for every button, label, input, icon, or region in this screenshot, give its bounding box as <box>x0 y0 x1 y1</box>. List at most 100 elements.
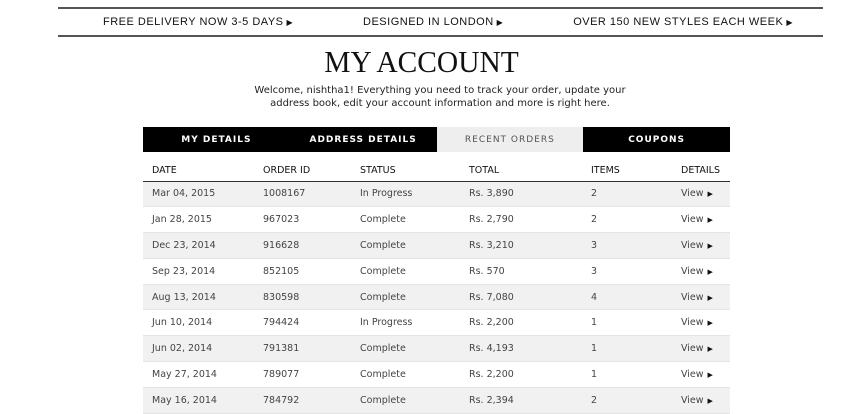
total-cell: Rs. 2,790 <box>460 206 582 234</box>
details-cell: View ▶ <box>672 181 730 208</box>
view-order-link[interactable]: View ▶ <box>681 188 713 199</box>
view-order-link[interactable]: View ▶ <box>681 317 713 328</box>
items-cell: 2 <box>582 181 672 208</box>
status-cell: Complete <box>351 284 460 311</box>
caret-right-icon: ▶ <box>707 370 713 379</box>
view-order-link[interactable]: View ▶ <box>681 395 713 406</box>
promo-bar: FREE DELIVERY NOW 3-5 DAYS ▶ DESIGNED IN … <box>58 7 823 37</box>
date-cell: Jun 10, 2014 <box>143 309 254 337</box>
status-cell: Complete <box>351 258 460 285</box>
tab-address-details[interactable]: ADDRESS DETAILS <box>289 127 437 152</box>
order-id-cell: 1008167 <box>254 181 351 208</box>
caret-right-icon: ▶ <box>707 216 713 225</box>
details-cell: View ▶ <box>672 284 730 311</box>
details-cell: View ▶ <box>672 258 730 285</box>
status-cell: Complete <box>351 387 460 414</box>
total-cell: Rs. 3,210 <box>460 232 582 259</box>
promo-text: DESIGNED IN LONDON <box>363 16 494 28</box>
column-header: TOTAL <box>460 160 582 182</box>
view-order-link[interactable]: View ▶ <box>681 292 713 303</box>
items-cell: 3 <box>582 258 672 285</box>
order-id-cell: 967023 <box>254 206 351 234</box>
view-order-link[interactable]: View ▶ <box>681 214 713 225</box>
details-cell: View ▶ <box>672 309 730 337</box>
view-label: View <box>681 343 704 355</box>
total-cell: Rs. 4,193 <box>460 335 582 363</box>
order-id-cell: 852105 <box>254 258 351 285</box>
details-cell: View ▶ <box>672 232 730 259</box>
view-label: View <box>681 291 704 303</box>
promo-delivery-link[interactable]: FREE DELIVERY NOW 3-5 DAYS ▶ <box>103 16 293 28</box>
view-label: View <box>681 394 704 406</box>
total-cell: Rs. 2,200 <box>460 361 582 388</box>
view-label: View <box>681 265 704 277</box>
caret-right-icon: ▶ <box>707 293 713 302</box>
table-row: Dec 23, 2014 916628 Complete Rs. 3,210 3 View… <box>143 232 730 259</box>
tab-my-details[interactable]: MY DETAILS <box>143 127 290 152</box>
account-tabs: MY DETAILS ADDRESS DETAILS RECENT ORDERS… <box>143 127 730 152</box>
date-cell: Mar 04, 2015 <box>143 181 254 208</box>
date-cell: May 27, 2014 <box>143 361 254 388</box>
details-cell: View ▶ <box>672 361 730 388</box>
order-id-cell: 830598 <box>254 284 351 311</box>
view-order-link[interactable]: View ▶ <box>681 369 713 380</box>
status-cell: Complete <box>351 232 460 259</box>
total-cell: Rs. 7,080 <box>460 284 582 311</box>
view-order-link[interactable]: View ▶ <box>681 240 713 251</box>
order-id-cell: 916628 <box>254 232 351 259</box>
details-cell: View ▶ <box>672 206 730 234</box>
caret-right-icon: ▶ <box>286 18 294 27</box>
status-cell: In Progress <box>351 309 460 337</box>
table-row: May 16, 2014 784792 Complete Rs. 2,394 2 View… <box>143 387 730 414</box>
promo-styles-link[interactable]: OVER 150 NEW STYLES EACH WEEK ▶ <box>573 16 793 28</box>
order-id-cell: 784792 <box>254 387 351 414</box>
date-cell: Dec 23, 2014 <box>143 232 254 259</box>
items-cell: 4 <box>582 284 672 311</box>
caret-right-icon: ▶ <box>786 18 793 27</box>
tab-recent-orders[interactable]: RECENT ORDERS <box>436 127 584 152</box>
date-cell: May 16, 2014 <box>143 387 254 414</box>
view-order-link[interactable]: View ▶ <box>681 266 713 277</box>
items-cell: 1 <box>582 309 672 337</box>
promo-text: OVER 150 NEW STYLES EACH WEEK <box>573 16 784 28</box>
caret-right-icon: ▶ <box>707 190 713 199</box>
welcome-text: Welcome, nishtha1! Everything you need t… <box>254 85 626 109</box>
column-header: ORDER ID <box>254 160 351 182</box>
view-label: View <box>681 239 704 251</box>
date-cell: Jun 02, 2014 <box>143 335 254 363</box>
column-header: ITEMS <box>582 160 672 182</box>
caret-right-icon: ▶ <box>707 396 713 405</box>
column-header: DATE <box>143 160 254 182</box>
date-cell: Jan 28, 2015 <box>143 206 254 234</box>
items-cell: 2 <box>582 387 672 414</box>
column-header: STATUS <box>351 160 460 182</box>
orders-table: DATE ORDER ID STATUS TOTAL ITEMS DETAILS Mar … <box>143 160 730 414</box>
table-row: Aug 13, 2014 830598 Complete Rs. 7,080 4 View… <box>143 284 730 311</box>
total-cell: Rs. 570 <box>460 258 582 285</box>
details-cell: View ▶ <box>672 387 730 414</box>
table-row: Sep 23, 2014 852105 Complete Rs. 570 3 View ▶ <box>143 258 730 285</box>
view-label: View <box>681 188 704 200</box>
caret-right-icon: ▶ <box>496 18 504 27</box>
table-row: Jun 10, 2014 794424 In Progress Rs. 2,200 1 V… <box>143 309 730 337</box>
view-label: View <box>681 317 704 329</box>
order-id-cell: 789077 <box>254 361 351 388</box>
view-label: View <box>681 214 704 226</box>
total-cell: Rs. 2,200 <box>460 309 582 337</box>
status-cell: Complete <box>351 361 460 388</box>
items-cell: 1 <box>582 335 672 363</box>
tab-coupons[interactable]: COUPONS <box>583 127 730 152</box>
items-cell: 1 <box>582 361 672 388</box>
total-cell: Rs. 3,890 <box>460 181 582 208</box>
view-order-link[interactable]: View ▶ <box>681 343 713 354</box>
page-title: MY ACCOUNT <box>324 44 519 79</box>
items-cell: 3 <box>582 232 672 259</box>
order-id-cell: 791381 <box>254 335 351 363</box>
status-cell: Complete <box>351 335 460 363</box>
caret-right-icon: ▶ <box>707 319 713 328</box>
promo-text: FREE DELIVERY NOW 3-5 DAYS <box>103 16 284 28</box>
total-cell: Rs. 2,394 <box>460 387 582 414</box>
caret-right-icon: ▶ <box>707 267 713 276</box>
promo-london-link[interactable]: DESIGNED IN LONDON ▶ <box>363 16 503 28</box>
date-cell: Sep 23, 2014 <box>143 258 254 285</box>
